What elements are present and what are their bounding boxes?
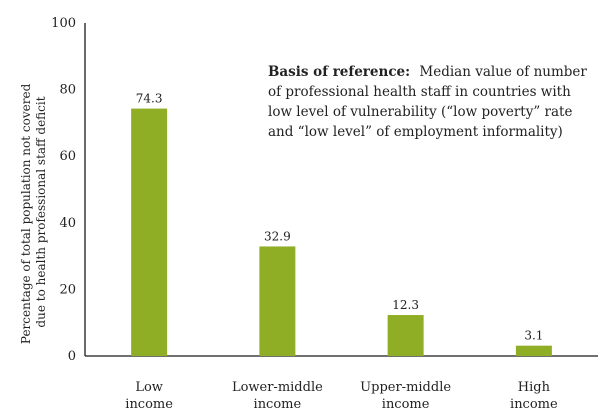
annotation-line-3: low level of vulnerability (“low poverty… [268,104,572,120]
value-labels: 74.3 32.9 12.3 3.1 [136,92,544,343]
y-tick-label: 0 [68,349,76,364]
value-label: 74.3 [136,92,163,106]
category-label: Low income [125,380,173,412]
y-axis-label-line-2: due to health professional staff deficit [34,96,48,327]
bar [259,246,296,356]
y-axis-label: Percentage of total population not cover… [19,80,48,344]
bars [131,108,552,357]
chart-axes [84,23,598,357]
bar [131,108,168,357]
y-tick-label: 20 [59,282,76,297]
bar [515,345,552,356]
y-tick-label: 80 [59,83,76,98]
annotation-line-4: and “low level” of employment informalit… [268,124,563,140]
category-label: Upper-middle income [360,380,451,412]
y-tick-label: 100 [51,16,76,31]
value-label: 32.9 [264,229,291,243]
category-labels: Low income Lower-middle income Upper-middle i… [125,380,558,412]
y-axis-ticks: 0 20 40 60 80 100 [51,16,76,364]
annotation-line-1: Median value of number [419,64,587,80]
annotation-line-2: of professional health staff in countrie… [268,84,571,100]
bar [387,315,424,356]
y-axis-label-line-1: Percentage of total population not cover… [19,83,33,344]
category-label: High income [510,380,558,412]
annotation-bold: Basis of reference: [268,64,410,80]
y-tick-label: 40 [59,216,76,231]
annotation-note: Basis of reference: Median value of numb… [268,64,591,140]
value-label: 3.1 [524,329,543,343]
value-label: 12.3 [392,298,419,312]
category-label: Lower-middle income [232,380,323,412]
y-tick-label: 60 [59,149,76,164]
